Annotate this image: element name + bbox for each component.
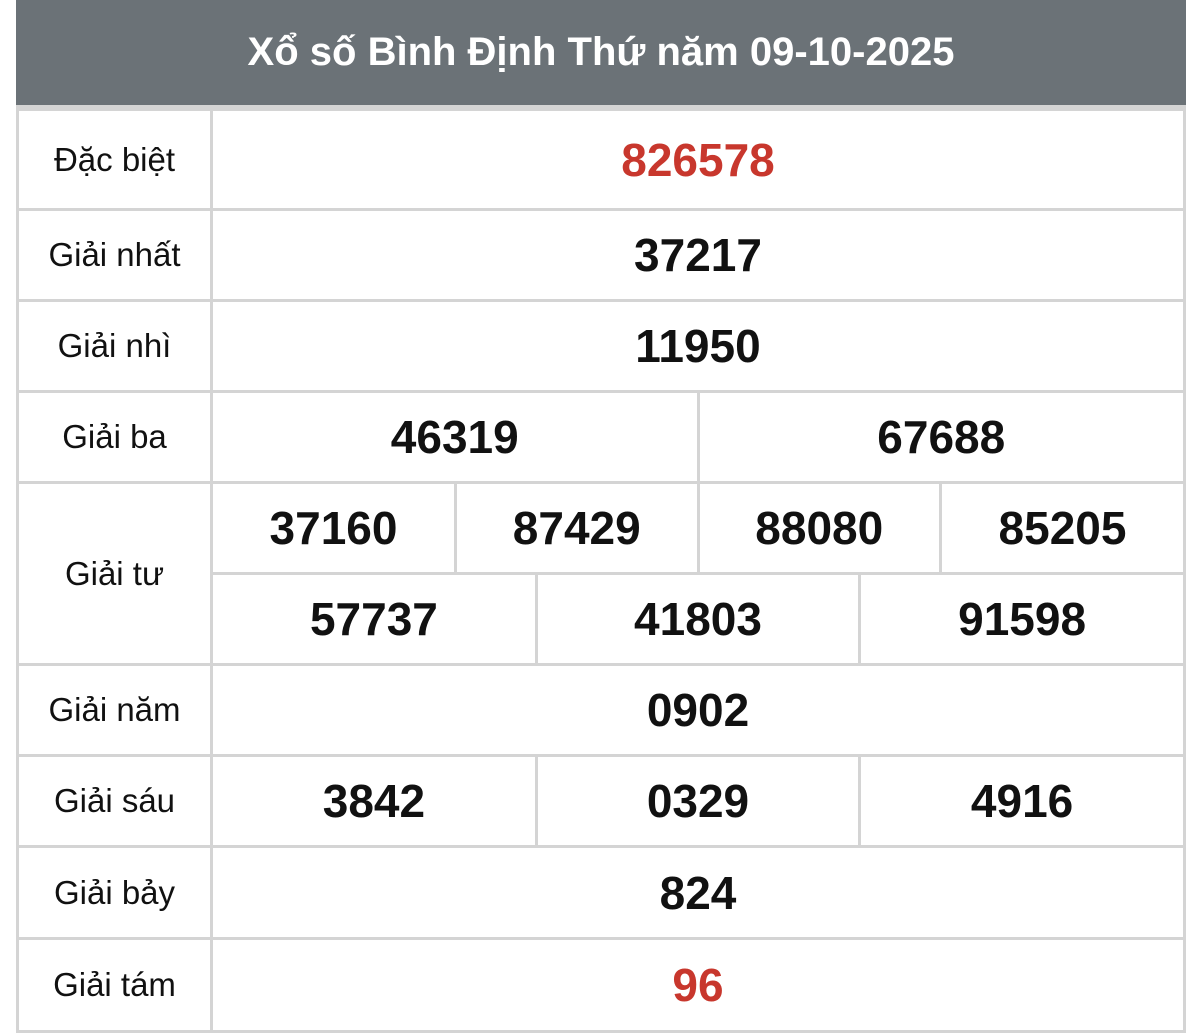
- prize-row-fifth: Giải năm 0902: [16, 663, 1186, 757]
- prize-number: 4916: [970, 775, 1074, 827]
- prize-row-second: Giải nhì 11950: [16, 299, 1186, 393]
- prize-label: Giải nhất: [16, 208, 213, 302]
- prize-number: 41803: [536, 573, 862, 663]
- prize-number: 37217: [210, 208, 1186, 302]
- prize-row-special: Đặc biệt 826578: [16, 108, 1186, 211]
- prize-row-first: Giải nhất 37217: [16, 208, 1186, 302]
- prize-number: 826578: [210, 108, 1186, 211]
- prize-number: 3842: [213, 757, 538, 845]
- prize-label: Giải tư: [16, 481, 213, 666]
- prize-label: Giải sáu: [16, 754, 213, 848]
- prize-row-sixth: Giải sáu 3842 0329 4916: [16, 754, 1186, 848]
- prize-label: Giải năm: [16, 663, 213, 757]
- prize-label: Giải bảy: [16, 845, 213, 940]
- prize-row-fourth: Giải tư 37160 87429 88080 85205 57737 41…: [16, 481, 1186, 666]
- prize-number: 0902: [210, 663, 1186, 757]
- prize-row-third: Giải ba 46319 67688: [16, 390, 1186, 484]
- lottery-results-table: Xổ số Bình Định Thứ năm 09-10-2025 Đặc b…: [16, 0, 1186, 1033]
- prize-number: 67688: [877, 411, 1006, 463]
- prize-label: Đặc biệt: [16, 108, 213, 211]
- prize-number: 96: [210, 937, 1186, 1033]
- prize-number: 0329: [536, 757, 862, 845]
- prize-number: 37160: [213, 484, 457, 572]
- prize-row-eighth: Giải tám 96: [16, 937, 1186, 1033]
- prize-number: 46319: [213, 393, 700, 481]
- prize-label: Giải nhì: [16, 299, 213, 393]
- prize-number: 88080: [698, 484, 942, 572]
- prize-number: 85205: [998, 502, 1127, 554]
- prize-number: 57737: [213, 573, 538, 663]
- page-title: Xổ số Bình Định Thứ năm 09-10-2025: [16, 0, 1186, 108]
- prize-label: Giải ba: [16, 390, 213, 484]
- prize-number: 824: [210, 845, 1186, 940]
- prize-row-seventh: Giải bảy 824: [16, 845, 1186, 940]
- prize-number: 87429: [455, 484, 700, 572]
- prize-label: Giải tám: [16, 937, 213, 1033]
- prize-number: 11950: [210, 299, 1186, 393]
- prize-number: 91598: [958, 593, 1087, 645]
